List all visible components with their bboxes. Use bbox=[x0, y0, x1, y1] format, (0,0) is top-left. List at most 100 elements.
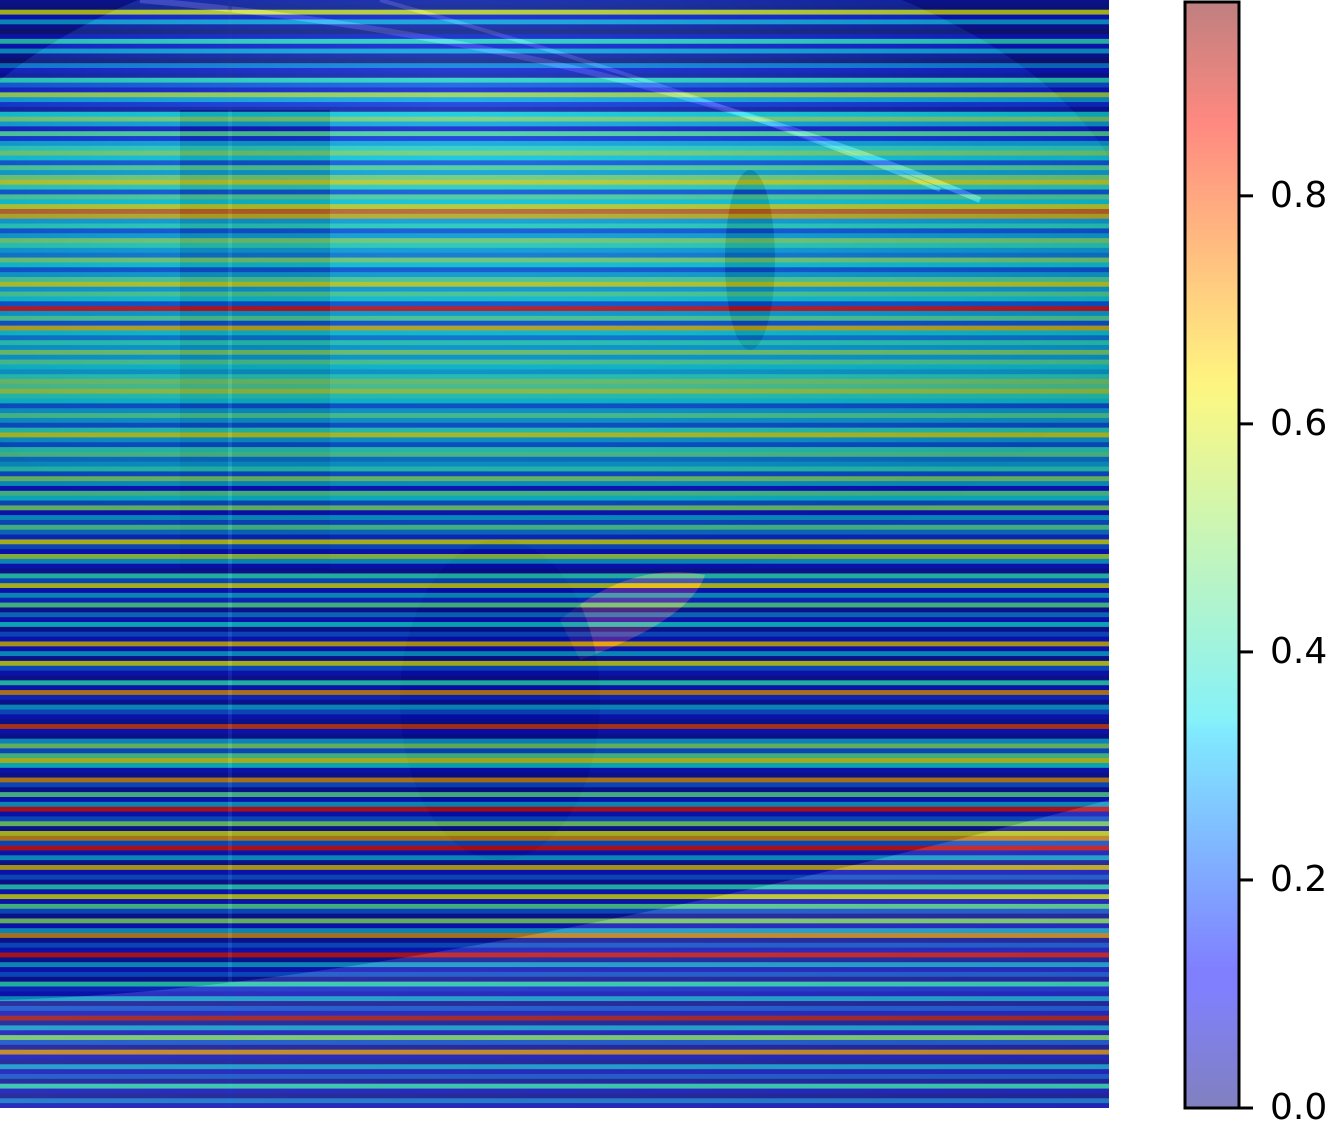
heatmap-row bbox=[0, 568, 1109, 575]
heatmap-row bbox=[0, 38, 1109, 45]
heatmap-row bbox=[0, 1005, 1109, 1012]
heatmap-row bbox=[0, 456, 1109, 463]
heatmap-row bbox=[0, 485, 1109, 492]
heatmap-row bbox=[0, 408, 1109, 414]
heatmap-row bbox=[0, 762, 1109, 769]
heatmap-row bbox=[0, 626, 1109, 633]
heatmap-row bbox=[0, 1001, 1109, 1007]
heatmap-row bbox=[0, 68, 1109, 74]
heatmap-row bbox=[0, 811, 1109, 818]
heatmap-row bbox=[0, 996, 1109, 1002]
heatmap-plot-area bbox=[0, 0, 1109, 1108]
heatmap-row bbox=[0, 709, 1109, 715]
heatmap-row bbox=[0, 204, 1109, 210]
heatmap-row bbox=[0, 393, 1109, 400]
heatmap-row bbox=[0, 160, 1109, 166]
heatmap-row bbox=[0, 58, 1109, 64]
heatmap-row bbox=[0, 792, 1109, 798]
heatmap-row bbox=[0, 976, 1109, 983]
heatmap-row bbox=[0, 0, 1109, 6]
heatmap-row bbox=[0, 4, 1109, 11]
heatmap-row bbox=[0, 24, 1109, 30]
heatmap-row bbox=[0, 777, 1109, 783]
heatmap-row bbox=[0, 1049, 1109, 1056]
heatmap-row bbox=[0, 665, 1109, 672]
heatmap-row bbox=[0, 962, 1109, 968]
heatmap-row bbox=[0, 291, 1109, 298]
heatmap-row bbox=[0, 9, 1109, 16]
colorbar-tick-label: 0.2 bbox=[1270, 859, 1328, 900]
heatmap-row bbox=[0, 879, 1109, 886]
colorbar-tick-label: 0.6 bbox=[1270, 403, 1328, 444]
heatmap-row bbox=[0, 855, 1109, 861]
heatmap-row bbox=[0, 432, 1109, 438]
colorbar bbox=[1183, 0, 1263, 1133]
heatmap-row bbox=[0, 34, 1109, 40]
heatmap-row bbox=[0, 850, 1109, 856]
heatmap-row bbox=[0, 923, 1109, 929]
heatmap-row bbox=[0, 505, 1109, 511]
heatmap-row bbox=[0, 228, 1109, 234]
heatmap-row bbox=[0, 286, 1109, 293]
heatmap-row bbox=[0, 495, 1109, 502]
heatmap-row bbox=[0, 150, 1109, 157]
heatmap-row bbox=[0, 612, 1109, 618]
heatmap-row bbox=[0, 140, 1109, 147]
heatmap-row bbox=[0, 325, 1109, 332]
heatmap-row bbox=[0, 194, 1109, 200]
colorbar-tick-label: 0.0 bbox=[1270, 1087, 1328, 1128]
heatmap-row bbox=[0, 967, 1109, 973]
heatmap-row bbox=[0, 981, 1109, 988]
heatmap-row bbox=[0, 301, 1109, 307]
colorbar-tick-label: 0.4 bbox=[1270, 631, 1328, 672]
heatmap-row bbox=[0, 942, 1109, 949]
heatmap-row bbox=[0, 14, 1109, 21]
heatmap-row bbox=[0, 63, 1109, 69]
heatmap-row bbox=[0, 311, 1109, 317]
heatmap-row bbox=[0, 928, 1109, 934]
heatmap-row bbox=[0, 991, 1109, 997]
heatmap-row bbox=[0, 53, 1109, 59]
heatmap-row bbox=[0, 753, 1109, 759]
heatmap-row bbox=[0, 758, 1109, 764]
heatmap-row bbox=[0, 340, 1109, 346]
heatmap-row bbox=[0, 1093, 1109, 1099]
heatmap-row bbox=[0, 155, 1109, 161]
heatmap-row bbox=[0, 442, 1109, 448]
heatmap-row bbox=[0, 437, 1109, 443]
heatmap-row bbox=[0, 476, 1109, 482]
heatmap-row bbox=[0, 549, 1109, 555]
heatmap-row bbox=[0, 131, 1109, 137]
heatmap-row bbox=[0, 262, 1109, 268]
heatmap-row bbox=[0, 213, 1109, 220]
heatmap-row bbox=[0, 189, 1109, 195]
heatmap-row bbox=[0, 588, 1109, 594]
heatmap-row-layer bbox=[0, 0, 1109, 1108]
heatmap-row bbox=[0, 694, 1109, 701]
heatmap-row bbox=[0, 743, 1109, 749]
heatmap-row bbox=[0, 563, 1109, 570]
heatmap-row bbox=[0, 97, 1109, 103]
heatmap-row bbox=[0, 874, 1109, 881]
heatmap-row bbox=[0, 19, 1109, 25]
heatmap-row bbox=[0, 524, 1109, 531]
heatmap-row bbox=[0, 1088, 1109, 1095]
heatmap-row bbox=[0, 519, 1109, 526]
heatmap-row bbox=[0, 835, 1109, 842]
heatmap-row bbox=[0, 957, 1109, 963]
heatmap-row bbox=[0, 1025, 1109, 1031]
heatmap-row bbox=[0, 782, 1109, 788]
heatmap-row bbox=[0, 1044, 1109, 1051]
heatmap-row bbox=[0, 82, 1109, 89]
heatmap-row bbox=[0, 247, 1109, 254]
heatmap-row bbox=[0, 724, 1109, 730]
heatmap-row bbox=[0, 369, 1109, 375]
heatmap-row bbox=[0, 592, 1109, 599]
heatmap-row bbox=[0, 335, 1109, 341]
heatmap-row bbox=[0, 816, 1109, 822]
heatmap-row bbox=[0, 1030, 1109, 1036]
heatmap-row bbox=[0, 899, 1109, 905]
heatmap-row bbox=[0, 656, 1109, 662]
heatmap-row bbox=[0, 826, 1109, 832]
heatmap-row bbox=[0, 622, 1109, 628]
